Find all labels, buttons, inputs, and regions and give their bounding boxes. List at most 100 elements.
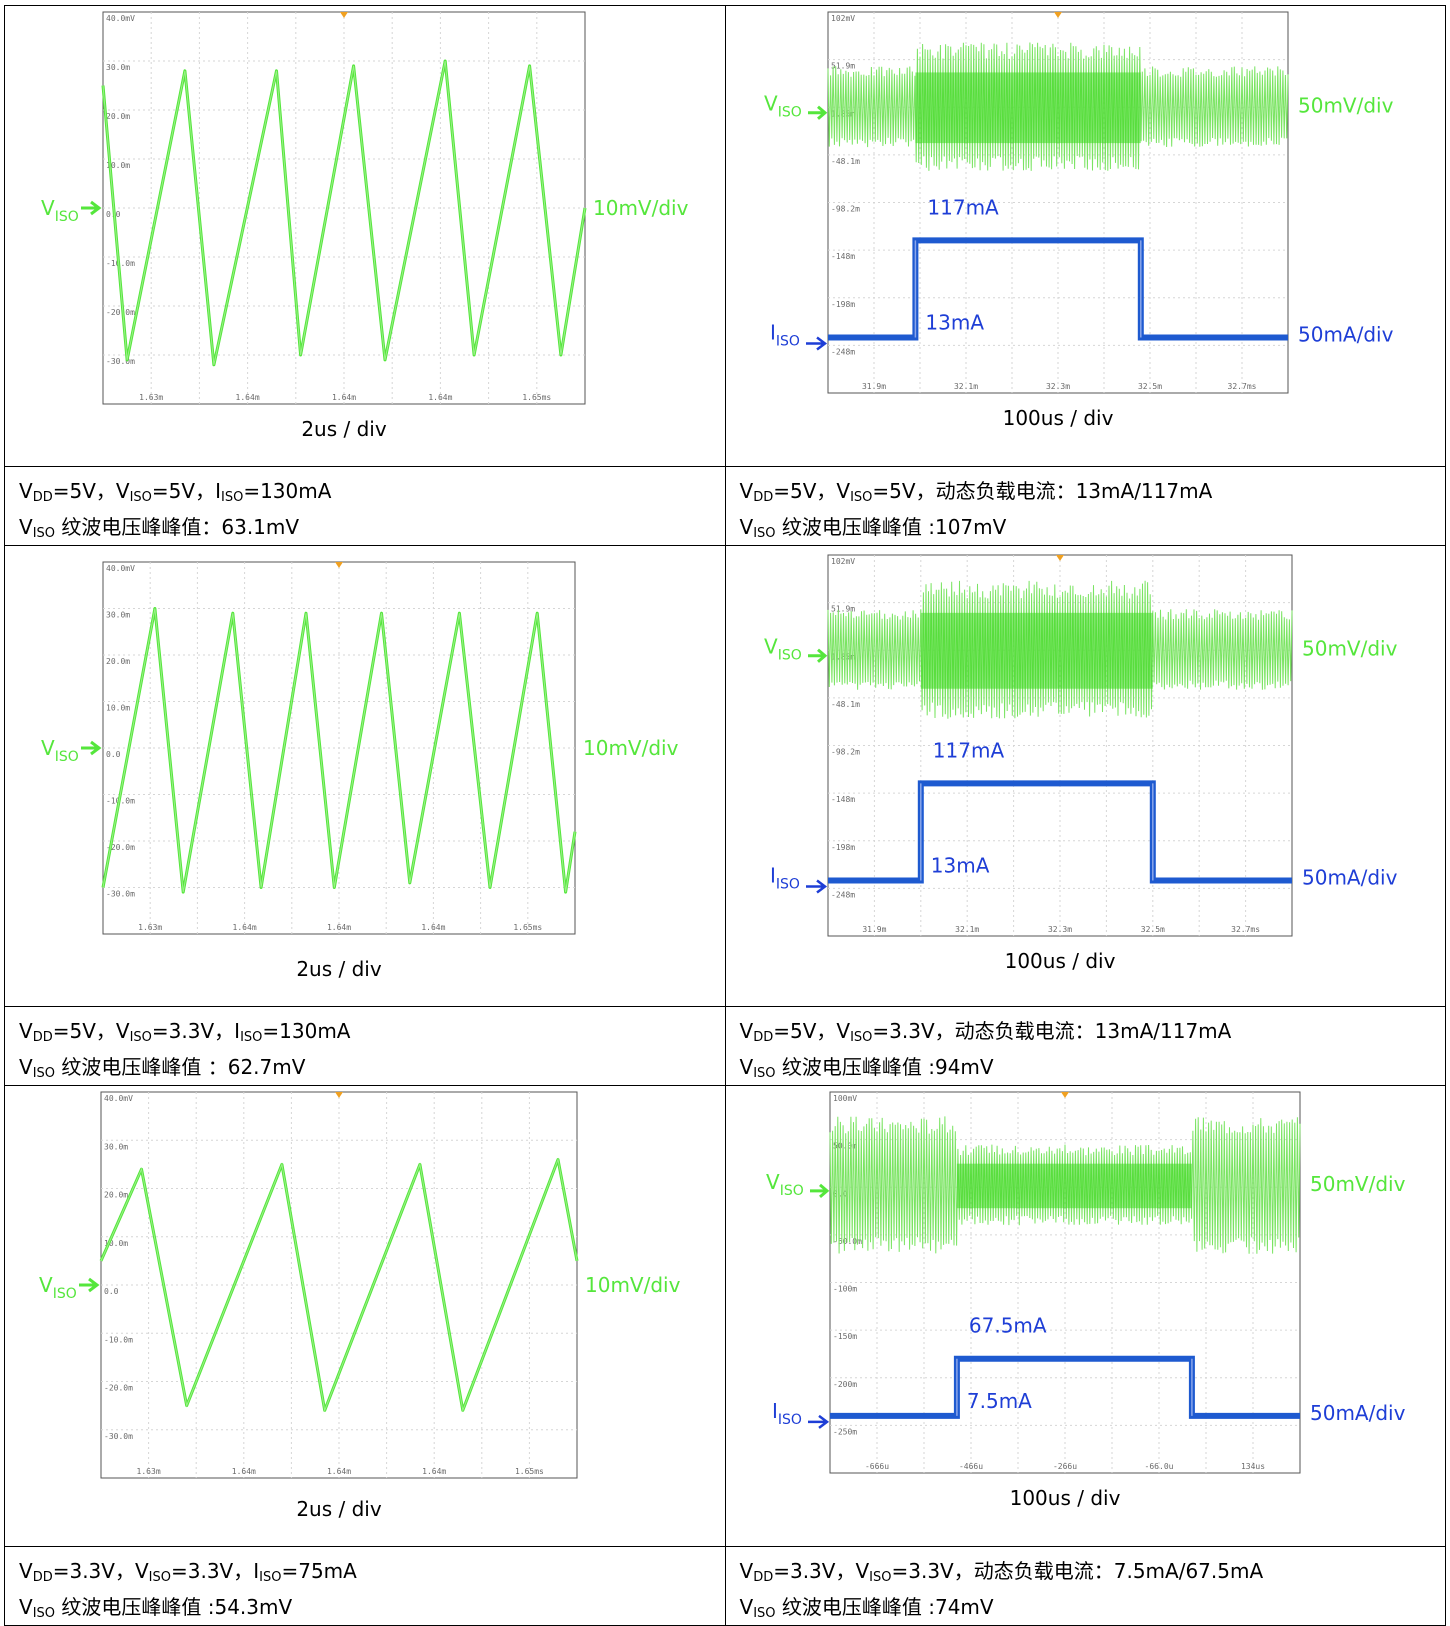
y-tick-label: -20.0m [106, 843, 135, 852]
v-scale-label: 10mV/div [593, 196, 689, 220]
cap-viso: V [115, 1019, 130, 1043]
y-tick-label: 40.0mV [106, 564, 135, 573]
caption-line-2: VISO 纹波电压峰峰值 :54.3mV [19, 1589, 715, 1625]
y-tick-label: 30.0m [106, 611, 130, 620]
cap-viso-value: =3.3V， [170, 1559, 254, 1583]
cap-viso-sub: ISO [148, 1570, 171, 1585]
cap-ripple-text: 纹波电压峰峰值 :107mV [775, 515, 1007, 539]
y-tick-label: 102mV [831, 557, 855, 566]
x-tick-label: 1.65ms [515, 1467, 544, 1476]
time-div-label: 2us / div [296, 1497, 382, 1521]
y-tick-label: -10.0m [106, 259, 135, 268]
iso-label-i: I [770, 864, 776, 888]
x-tick-label: 134us [1240, 1462, 1264, 1471]
iso-label-sub: ISO [775, 334, 799, 350]
v-scale-label: 50mV/div [1302, 637, 1398, 661]
caption-cell-1: VDD=5V，VISO=5V，IISO=130mA VISO 纹波电压峰峰值：63… [4, 466, 726, 546]
trigger-marker-icon [1055, 555, 1064, 561]
x-tick-label: 32.5m [1137, 382, 1161, 391]
cap-vdd: V [739, 1559, 754, 1583]
cap-viso: V [836, 1019, 851, 1043]
cap-ripple-v: V [739, 1055, 754, 1079]
iso-arrow-icon [805, 879, 827, 894]
iso-label-i: I [770, 321, 776, 345]
cap-vdd-value: =3.3V， [52, 1559, 135, 1583]
iso-current-edge [919, 783, 1154, 881]
cap-viso-value: =3.3V， [151, 1019, 235, 1043]
iso-arrow-icon [805, 336, 827, 351]
caption-line-2: VISO 纹波电压峰峰值：63.1mV [19, 509, 715, 545]
y-tick-label: 10.0m [106, 704, 130, 713]
y-tick-label: -148m [831, 252, 855, 261]
cap-ripple-text: 纹波电压峰峰值：63.1mV [55, 515, 300, 539]
x-tick-label: 32.1m [953, 382, 977, 391]
viso-label: VISO [41, 736, 79, 765]
viso-label: VISO [41, 196, 79, 225]
cap-ripple-sub: ISO [32, 1606, 56, 1621]
cap-vdd-sub: DD [753, 1570, 774, 1585]
y-tick-label: 30.0m [106, 63, 130, 72]
cap-viso: V [836, 479, 851, 503]
cap-vdd: V [19, 479, 33, 503]
y-tick-label: 20.0m [104, 1191, 128, 1200]
cap-ripple-text: 纹波电压峰峰值 :94mV [775, 1055, 994, 1079]
viso-ripple-trace [827, 42, 1288, 171]
cap-vdd-sub: DD [32, 1030, 53, 1045]
x-tick-label: 1.63m [138, 923, 162, 932]
iso-arrow-icon [807, 1414, 829, 1429]
x-tick-label: 1.64m [422, 1467, 446, 1476]
y-tick-label: -10.0m [104, 1335, 133, 1344]
cell-panel-1: 40.0mV 30.0m 20.0m 10.0m 0.0 -10.0m -20.0m -30.… [4, 5, 726, 467]
i-scale-label: 50mA/div [1298, 323, 1394, 347]
y-tick-label: 100mV [833, 1094, 857, 1103]
cap-ripple-v: V [19, 515, 33, 539]
y-tick-label: 30.0m [104, 1142, 128, 1151]
cell-panel-2: 102mV 51.9m 1.85m -48.1m -98.2m -148m -198m -24… [724, 5, 1446, 467]
x-tick-label: 32.3m [1047, 925, 1071, 934]
caption-line-1: VDD=5V，VISO=5V，IISO=130mA [19, 473, 715, 509]
x-tick-label: 1.64m [428, 393, 452, 402]
y-tick-label: 20.0m [106, 112, 130, 121]
y-tick-label: 40.0mV [104, 1094, 133, 1103]
y-tick-label: -20.0m [104, 1384, 133, 1393]
cap-vdd: V [19, 1019, 33, 1043]
viso-trace-highlight [102, 60, 586, 365]
iso-current-trace [827, 237, 1288, 341]
cap-ripple-sub: ISO [753, 1066, 776, 1081]
i-scale-label: 50mA/div [1302, 866, 1398, 890]
y-tick-label: -30.0m [106, 890, 135, 899]
trigger-marker-icon [335, 1092, 343, 1098]
y-tick-label: -198m [831, 300, 855, 309]
cap-load: 动态负载电流：7.5mA/67.5mA [973, 1559, 1264, 1583]
cap-vdd: V [19, 1559, 33, 1583]
current-low-label: 7.5mA [966, 1389, 1031, 1413]
viso-label-sub: ISO [777, 105, 801, 121]
v-scale-label: 50mV/div [1310, 1172, 1406, 1196]
cap-load-sub: ISO [220, 490, 244, 505]
current-low-label: 13mA [930, 854, 989, 878]
viso-label-v: V [41, 196, 55, 220]
current-high-label: 117mA [927, 195, 999, 219]
x-tick-label: -66.0u [1144, 1462, 1173, 1471]
y-tick-label: 1.85m [831, 109, 855, 118]
cap-load-value: =130mA [262, 1019, 351, 1043]
cap-viso-sub: ISO [129, 1030, 152, 1045]
cap-vdd-value: =5V， [52, 1019, 116, 1043]
viso-label: VISO [764, 92, 802, 121]
cap-ripple-sub: ISO [32, 526, 56, 541]
y-tick-label: -20.0m [106, 308, 135, 317]
viso-label-sub: ISO [777, 648, 801, 664]
x-tick-label: 32.7ms [1231, 925, 1260, 934]
current-high-label: 117mA [932, 738, 1004, 762]
iso-label-sub: ISO [775, 877, 799, 893]
cap-viso-value: =3.3V， [891, 1559, 974, 1583]
viso-trace-highlight [102, 608, 576, 893]
x-tick-label: 1.63m [137, 1467, 161, 1476]
y-tick-label: 10.0m [104, 1239, 128, 1248]
y-tick-label: -200m [833, 1380, 857, 1389]
y-tick-label: -98.2m [831, 205, 860, 214]
cap-load: I [253, 1559, 260, 1583]
x-tick-label: -266u [1052, 1462, 1076, 1471]
cap-ripple-v: V [19, 1055, 33, 1079]
viso-label-sub: ISO [53, 1286, 77, 1302]
